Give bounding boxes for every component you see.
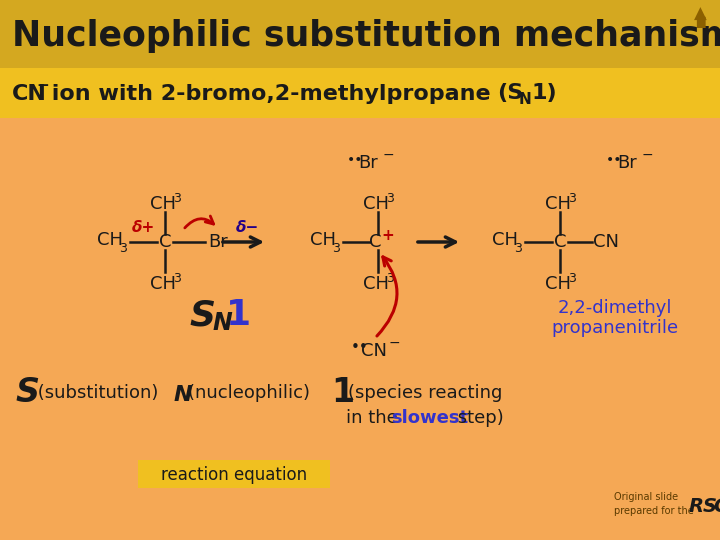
Text: CH: CH: [492, 231, 518, 249]
Text: −: −: [388, 336, 400, 350]
Text: ••: ••: [347, 153, 364, 167]
Text: reaction equation: reaction equation: [161, 466, 307, 484]
Text: CH: CH: [363, 275, 389, 293]
Text: Br: Br: [358, 154, 378, 172]
Text: C: C: [158, 233, 171, 251]
Text: •: •: [707, 499, 715, 513]
Text: +: +: [382, 227, 395, 242]
Text: 3: 3: [173, 192, 181, 206]
Text: Br: Br: [617, 154, 637, 172]
Text: CH: CH: [150, 195, 176, 213]
Text: 2,2-dimethyl: 2,2-dimethyl: [558, 299, 672, 317]
FancyArrowPatch shape: [377, 257, 397, 336]
Text: N: N: [519, 91, 532, 106]
Text: CN: CN: [361, 342, 387, 360]
Text: 3: 3: [514, 241, 522, 254]
Text: ••: ••: [351, 341, 369, 355]
Text: CH: CH: [97, 231, 123, 249]
Text: ion with 2-bromo,2-methylpropane: ion with 2-bromo,2-methylpropane: [44, 84, 490, 104]
Text: ▲: ▲: [693, 5, 706, 23]
Bar: [0, 68, 720, 118]
Text: C: C: [554, 233, 566, 251]
Text: C: C: [369, 233, 382, 251]
Text: 3: 3: [568, 192, 576, 206]
Text: 3: 3: [119, 241, 127, 254]
Text: █: █: [696, 16, 704, 28]
Text: CH: CH: [545, 195, 571, 213]
Text: CH: CH: [150, 275, 176, 293]
Text: −: −: [36, 78, 49, 93]
Text: CH: CH: [363, 195, 389, 213]
Text: 3: 3: [173, 273, 181, 286]
Text: −: −: [642, 148, 653, 162]
FancyBboxPatch shape: [138, 460, 330, 488]
Text: CN: CN: [593, 233, 619, 251]
Text: −: −: [382, 148, 394, 162]
Text: S: S: [16, 375, 40, 408]
Text: 3: 3: [332, 241, 340, 254]
Text: 3: 3: [568, 273, 576, 286]
Text: 1: 1: [331, 375, 354, 408]
Text: 3: 3: [386, 273, 394, 286]
Text: 1: 1: [225, 298, 251, 332]
Text: N: N: [174, 385, 193, 405]
Text: δ+: δ+: [131, 220, 155, 235]
Text: Original slide
prepared for the: Original slide prepared for the: [614, 492, 694, 516]
Text: step): step): [452, 409, 504, 427]
Text: ••: ••: [606, 153, 622, 167]
Text: Br: Br: [208, 233, 228, 251]
Text: CH: CH: [545, 275, 571, 293]
Text: S: S: [189, 298, 215, 332]
Text: 1): 1): [531, 83, 557, 103]
Text: (species reacting: (species reacting: [348, 384, 503, 402]
Text: Nucleophilic substitution mechanism: Nucleophilic substitution mechanism: [12, 19, 720, 53]
Text: slowest: slowest: [391, 409, 468, 427]
Text: (S: (S: [497, 83, 523, 103]
Text: (substitution): (substitution): [32, 384, 164, 402]
FancyArrowPatch shape: [185, 216, 214, 228]
Text: CN: CN: [12, 84, 47, 104]
Bar: [0, 0, 720, 68]
Text: (nucleophilic): (nucleophilic): [188, 384, 316, 402]
Text: δ−: δ−: [235, 220, 258, 235]
Text: in the: in the: [346, 409, 403, 427]
Text: RS: RS: [689, 496, 718, 516]
Text: N: N: [212, 311, 232, 335]
Text: 3: 3: [386, 192, 394, 206]
Text: C: C: [713, 496, 720, 516]
Text: CH: CH: [310, 231, 336, 249]
Text: propanenitrile: propanenitrile: [552, 319, 678, 337]
